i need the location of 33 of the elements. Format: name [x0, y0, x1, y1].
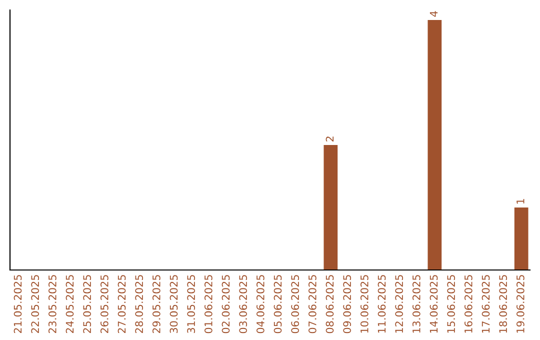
- data-label: 2: [326, 136, 334, 142]
- x-tick-label: 17.06.2025: [482, 275, 490, 333]
- x-tick-label: 05.06.2025: [274, 275, 282, 334]
- x-tick-label: 21.05.2025: [14, 275, 22, 334]
- x-tick-label: 30.05.2025: [170, 275, 178, 334]
- data-label: 1: [516, 199, 524, 204]
- x-tick-label: 27.05.2025: [118, 275, 126, 334]
- x-tick-label: 01.06.2025: [204, 275, 212, 334]
- x-tick-label: 15.06.2025: [447, 275, 456, 333]
- x-tick-label: 02.06.2025: [222, 275, 230, 334]
- x-tick-label: 14.06.2025: [430, 275, 438, 333]
- x-tick-label: 19.06.2025: [516, 275, 524, 333]
- x-tick-label: 29.05.2025: [152, 275, 160, 334]
- x-tick-label: 18.06.2025: [499, 275, 508, 333]
- x-tick-label: 03.06.2025: [239, 275, 248, 334]
- x-tick-label: 23.05.2025: [48, 275, 56, 334]
- x-tick-label: 12.06.2025: [395, 275, 404, 333]
- x-tick-label: 16.06.2025: [464, 275, 472, 333]
- x-tick-label: 08.06.2025: [326, 275, 334, 334]
- x-tick-label: 06.06.2025: [291, 275, 300, 334]
- x-tick-label: 09.06.2025: [343, 275, 352, 334]
- data-label: 4: [430, 11, 438, 17]
- x-tick-label: 04.06.2025: [256, 275, 264, 334]
- x-tick-label: 22.05.2025: [31, 275, 40, 334]
- x-tick-label: 31.05.2025: [187, 275, 196, 334]
- x-tick-label: 25.05.2025: [83, 275, 92, 334]
- x-tick-label: 13.06.2025: [412, 275, 420, 333]
- x-tick-label: 07.06.2025: [308, 275, 316, 334]
- x-tick-label: 24.05.2025: [66, 275, 74, 334]
- x-tick-label: 10.06.2025: [360, 275, 368, 333]
- x-tick-label: 26.05.2025: [100, 275, 108, 334]
- x-tick-label: 28.05.2025: [135, 275, 144, 334]
- x-tick-label: 11.06.2025: [378, 275, 386, 333]
